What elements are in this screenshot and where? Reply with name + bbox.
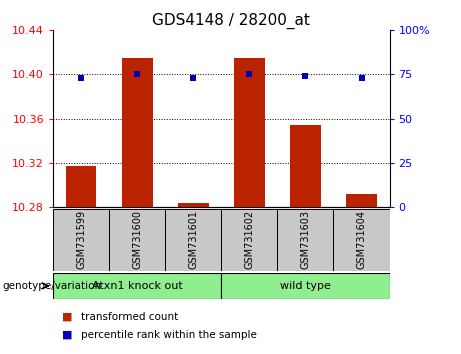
Bar xyxy=(109,209,165,271)
Point xyxy=(134,72,141,77)
Bar xyxy=(53,209,109,271)
Text: wild type: wild type xyxy=(280,281,331,291)
Text: percentile rank within the sample: percentile rank within the sample xyxy=(81,330,257,339)
Bar xyxy=(333,209,390,271)
Text: GSM731600: GSM731600 xyxy=(132,210,142,269)
Bar xyxy=(278,209,333,271)
Bar xyxy=(234,58,265,207)
Bar xyxy=(65,166,96,207)
Text: GSM731602: GSM731602 xyxy=(244,210,254,269)
Point xyxy=(189,75,197,81)
Text: ■: ■ xyxy=(62,312,73,322)
Text: ■: ■ xyxy=(62,330,73,339)
Bar xyxy=(122,58,153,207)
Point xyxy=(77,75,85,81)
Bar xyxy=(178,202,209,207)
Bar xyxy=(53,273,221,299)
Text: GDS4148 / 28200_at: GDS4148 / 28200_at xyxy=(152,12,309,29)
Text: genotype/variation: genotype/variation xyxy=(2,281,101,291)
Bar xyxy=(221,273,390,299)
Point xyxy=(301,73,309,79)
Point xyxy=(246,72,253,77)
Text: Atxn1 knock out: Atxn1 knock out xyxy=(92,281,183,291)
Bar xyxy=(165,209,221,271)
Text: transformed count: transformed count xyxy=(81,312,178,322)
Text: GSM731604: GSM731604 xyxy=(356,210,366,269)
Text: GSM731603: GSM731603 xyxy=(301,210,310,269)
Point xyxy=(358,75,365,81)
Text: GSM731599: GSM731599 xyxy=(76,210,86,269)
Bar xyxy=(346,194,377,207)
Text: GSM731601: GSM731601 xyxy=(188,210,198,269)
Bar xyxy=(221,209,278,271)
Bar xyxy=(290,125,321,207)
